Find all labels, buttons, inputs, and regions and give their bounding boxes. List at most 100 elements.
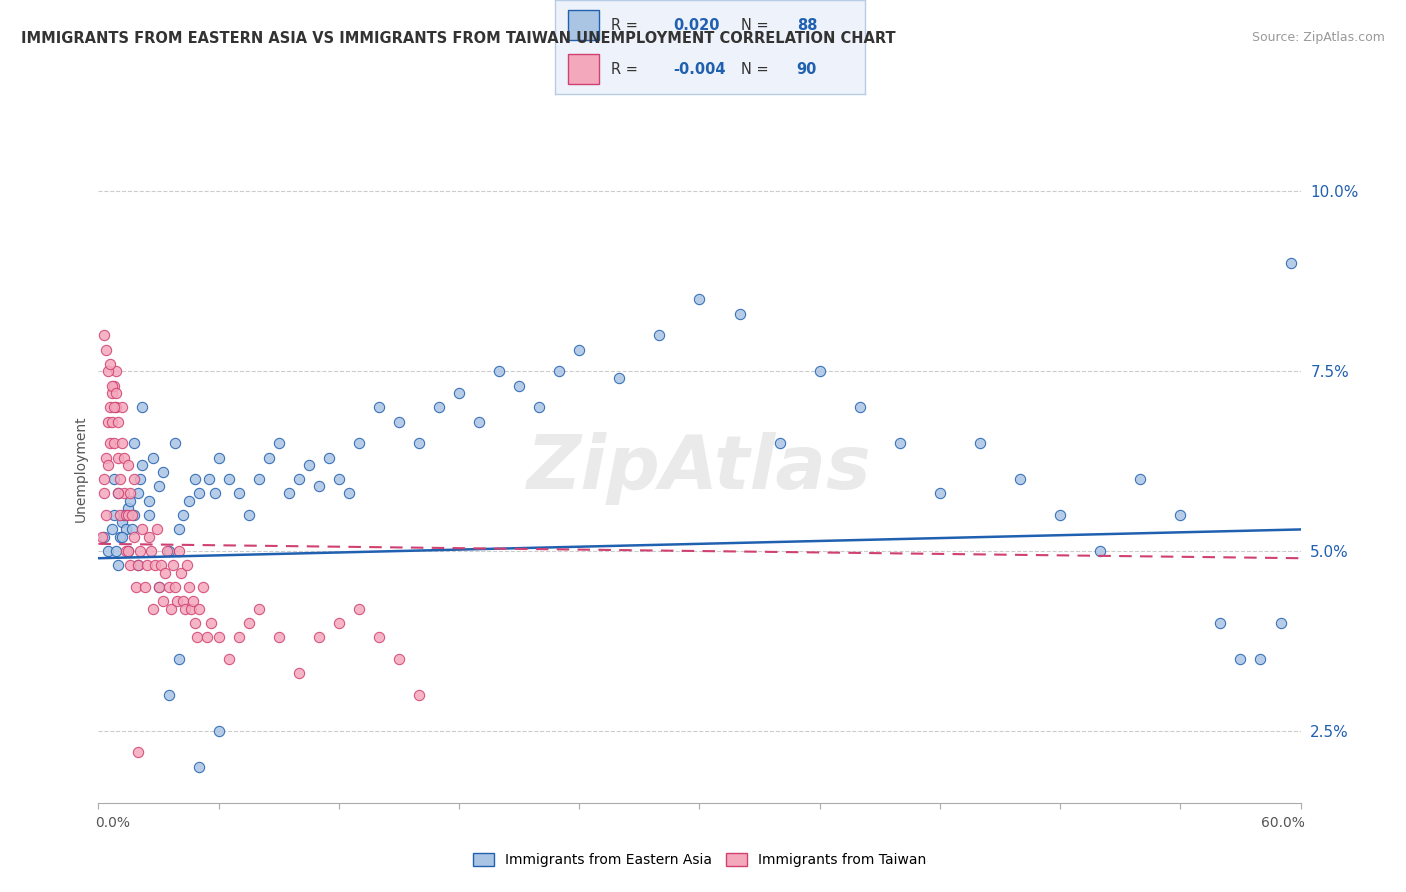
Point bbox=[103, 508, 125, 522]
Point bbox=[110, 508, 132, 522]
Point bbox=[208, 450, 231, 465]
Point bbox=[111, 515, 134, 529]
Point bbox=[100, 357, 122, 371]
Point bbox=[129, 544, 152, 558]
Point bbox=[120, 558, 142, 573]
Point bbox=[197, 472, 219, 486]
Point bbox=[131, 523, 153, 537]
Point bbox=[1010, 472, 1032, 486]
Text: N =: N = bbox=[741, 62, 773, 77]
Point bbox=[889, 436, 911, 450]
Point bbox=[110, 530, 132, 544]
Point bbox=[169, 566, 191, 580]
Point bbox=[152, 465, 174, 479]
Point bbox=[468, 415, 491, 429]
Point bbox=[173, 601, 195, 615]
Point bbox=[121, 508, 143, 522]
Point bbox=[121, 523, 143, 537]
Point bbox=[134, 580, 156, 594]
Text: R =: R = bbox=[612, 62, 643, 77]
Point bbox=[138, 493, 160, 508]
Point bbox=[155, 544, 177, 558]
Point bbox=[105, 385, 128, 400]
Text: N =: N = bbox=[741, 18, 773, 33]
Point bbox=[388, 652, 411, 666]
Text: ZipAtlas: ZipAtlas bbox=[527, 432, 872, 505]
Point bbox=[138, 530, 160, 544]
Point bbox=[172, 508, 194, 522]
Point bbox=[128, 746, 150, 760]
Point bbox=[128, 558, 150, 573]
Point bbox=[141, 450, 163, 465]
Point bbox=[110, 472, 132, 486]
Point bbox=[388, 415, 411, 429]
Point bbox=[117, 508, 139, 522]
Point bbox=[114, 450, 136, 465]
Point bbox=[228, 486, 250, 500]
Point bbox=[101, 523, 124, 537]
Point bbox=[247, 472, 270, 486]
Point bbox=[101, 415, 124, 429]
Point bbox=[688, 292, 710, 306]
Point bbox=[148, 479, 170, 493]
Point bbox=[100, 400, 122, 414]
Point bbox=[114, 508, 136, 522]
Text: Source: ZipAtlas.com: Source: ZipAtlas.com bbox=[1251, 31, 1385, 45]
Point bbox=[101, 385, 124, 400]
Point bbox=[1279, 256, 1302, 270]
Point bbox=[849, 400, 872, 414]
Point bbox=[609, 371, 631, 385]
Point bbox=[1129, 472, 1152, 486]
Point bbox=[97, 364, 120, 378]
Point bbox=[157, 688, 180, 702]
Point bbox=[129, 472, 152, 486]
Point bbox=[111, 530, 134, 544]
Point bbox=[408, 688, 430, 702]
Point bbox=[93, 472, 115, 486]
Point bbox=[1209, 615, 1232, 630]
Point bbox=[167, 544, 190, 558]
Point bbox=[208, 631, 231, 645]
Point bbox=[138, 508, 160, 522]
Point bbox=[508, 378, 530, 392]
Point bbox=[124, 472, 146, 486]
Point bbox=[135, 558, 157, 573]
Legend: Immigrants from Eastern Asia, Immigrants from Taiwan: Immigrants from Eastern Asia, Immigrants… bbox=[467, 847, 932, 872]
Point bbox=[187, 760, 209, 774]
Point bbox=[177, 580, 200, 594]
Point bbox=[568, 343, 591, 357]
Point bbox=[124, 508, 146, 522]
Point bbox=[548, 364, 571, 378]
Point bbox=[187, 486, 209, 500]
Point bbox=[115, 544, 138, 558]
Point bbox=[105, 364, 128, 378]
Point bbox=[1229, 652, 1251, 666]
Point bbox=[337, 486, 360, 500]
Point bbox=[96, 508, 118, 522]
Bar bbox=[568, 11, 599, 40]
Point bbox=[204, 486, 226, 500]
Point bbox=[120, 493, 142, 508]
Point bbox=[120, 486, 142, 500]
Point bbox=[218, 652, 240, 666]
Point bbox=[267, 631, 290, 645]
Point bbox=[97, 544, 120, 558]
Point bbox=[93, 328, 115, 343]
Point bbox=[103, 400, 125, 414]
Point bbox=[328, 615, 350, 630]
Point bbox=[107, 558, 129, 573]
Point bbox=[183, 472, 205, 486]
Point bbox=[408, 436, 430, 450]
Point bbox=[1270, 615, 1292, 630]
Point bbox=[768, 436, 790, 450]
Point bbox=[131, 458, 153, 472]
Point bbox=[114, 486, 136, 500]
Point bbox=[447, 385, 470, 400]
Point bbox=[107, 450, 129, 465]
Point bbox=[117, 458, 139, 472]
Y-axis label: Unemployment: Unemployment bbox=[73, 415, 87, 522]
Point bbox=[167, 523, 190, 537]
Point bbox=[328, 472, 350, 486]
Point bbox=[163, 580, 186, 594]
Point bbox=[96, 343, 118, 357]
